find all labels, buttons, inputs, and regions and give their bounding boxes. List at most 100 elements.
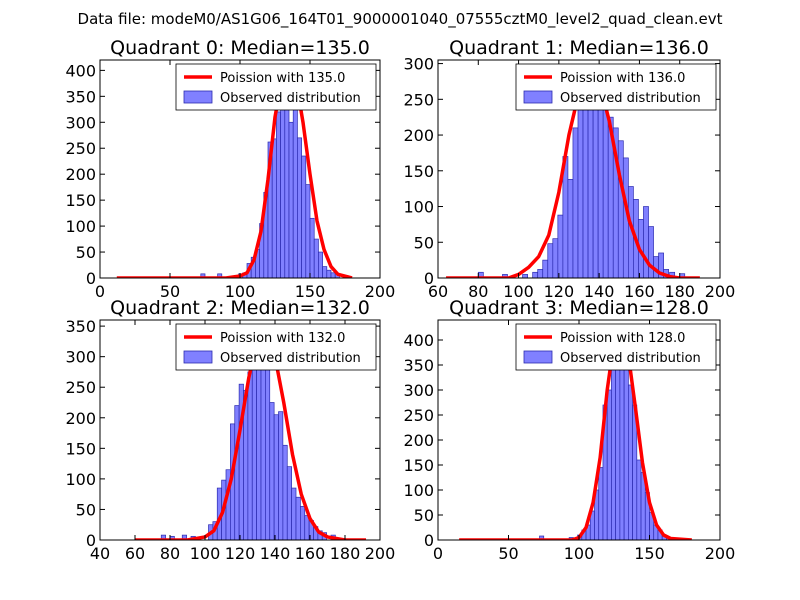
x-tick-label: 200 xyxy=(705,544,736,563)
y-tick-label: 150 xyxy=(403,456,434,475)
subplot-quadrant-2: 40 60 80 100 120 140 160 180 2000501001502002503… xyxy=(65,297,395,563)
x-tick-label: 200 xyxy=(365,282,396,301)
histogram-bar xyxy=(615,349,621,540)
axes-frame xyxy=(437,59,721,279)
histogram-bar xyxy=(292,98,298,278)
histogram-bar xyxy=(598,467,604,540)
legend-poisson-label: Poission with 132.0 xyxy=(220,331,345,346)
y-tick-label: 300 xyxy=(65,348,96,367)
x-tick-label: 200 xyxy=(365,544,396,563)
legend-observed-label: Observed distribution xyxy=(220,351,361,366)
histogram-bar xyxy=(247,371,253,540)
x-tick-label: 100 xyxy=(564,544,595,563)
x-tick-label: 100 xyxy=(225,282,256,301)
histogram-bar xyxy=(522,274,528,278)
histogram-bar xyxy=(597,91,604,278)
x-tick-label: 60 xyxy=(125,544,145,563)
histogram-bar xyxy=(611,359,617,540)
histogram-bar xyxy=(256,344,262,540)
histogram-bar xyxy=(636,459,642,540)
histogram-bar xyxy=(276,111,281,278)
y-tick-label: 350 xyxy=(65,87,96,106)
x-tick-label: 150 xyxy=(634,544,665,563)
plot-area xyxy=(446,68,700,278)
legend-observed-swatch xyxy=(523,90,553,104)
histogram-bar xyxy=(318,251,323,278)
y-tick-label: 100 xyxy=(403,481,434,500)
y-tick-label: 250 xyxy=(65,139,96,158)
y-tick-label: 250 xyxy=(403,406,434,425)
y-tick-label: 0 xyxy=(424,269,434,288)
y-tick-label: 150 xyxy=(403,162,434,181)
y-tick-label: 100 xyxy=(65,217,96,236)
histogram-bar xyxy=(658,252,664,278)
y-tick-label: 350 xyxy=(403,356,434,375)
histogram-bar xyxy=(322,266,328,278)
y-tick-label: 0 xyxy=(424,531,434,550)
x-tick-label: 120 xyxy=(225,544,256,563)
histogram-bar xyxy=(330,272,336,278)
y-tick-label: 0 xyxy=(86,269,96,288)
histogram-bar xyxy=(577,102,584,278)
histogram-bar xyxy=(301,155,307,278)
histogram-bar xyxy=(567,179,574,278)
x-tick-label: 50 xyxy=(160,282,180,301)
histogram-bar xyxy=(288,121,294,278)
histogram-bar xyxy=(295,496,301,540)
y-tick-label: 400 xyxy=(403,331,434,350)
x-tick-label: 80 xyxy=(160,544,180,563)
y-tick-label: 0 xyxy=(86,531,96,550)
y-tick-label: 50 xyxy=(414,233,434,252)
histogram-bar xyxy=(648,226,654,278)
histogram-bar xyxy=(271,138,277,278)
y-tick-label: 150 xyxy=(65,439,96,458)
histogram-bar xyxy=(627,384,633,540)
histogram-bar xyxy=(297,137,302,278)
x-tick-label: 0 xyxy=(433,544,443,563)
histogram-bar xyxy=(251,356,257,540)
subplot-quadrant-1: 60 80 100 120 140 160 180 200 0 50 100 150 200 250 300… xyxy=(403,37,735,301)
y-tick-label: 200 xyxy=(65,165,96,184)
y-tick-label: 100 xyxy=(403,198,434,217)
x-tick-label: 120 xyxy=(544,282,575,301)
plot-area xyxy=(116,66,353,278)
x-tick-label: 50 xyxy=(498,544,518,563)
figure-suptitle: Data file: modeM0/AS1G06_164T01_90000010… xyxy=(78,10,723,29)
subplot-title: Quadrant 0: Median=135.0 xyxy=(110,37,370,59)
histogram-bar xyxy=(300,506,306,540)
y-tick-label: 350 xyxy=(65,317,96,336)
y-tick-label: 250 xyxy=(65,378,96,397)
subplot-title: Quadrant 1: Median=136.0 xyxy=(449,37,709,59)
y-tick-label: 400 xyxy=(65,61,96,80)
histogram-bar xyxy=(606,389,612,540)
y-tick-label: 200 xyxy=(65,409,96,428)
histogram-bar xyxy=(286,466,292,540)
histogram-bar xyxy=(282,444,288,540)
histogram-bar xyxy=(278,411,284,540)
y-tick-label: 200 xyxy=(403,431,434,450)
histogram-bar xyxy=(587,102,594,278)
y-tick-label: 50 xyxy=(414,506,434,525)
legend-observed-swatch xyxy=(183,350,213,364)
x-tick-label: 150 xyxy=(295,282,326,301)
histogram-bar xyxy=(269,402,275,540)
legend-observed-label: Observed distribution xyxy=(560,351,701,366)
histogram-bar xyxy=(532,271,539,278)
x-tick-label: 80 xyxy=(468,282,488,301)
histogram-bar xyxy=(234,405,240,540)
y-tick-label: 50 xyxy=(76,243,96,262)
histogram-bar xyxy=(537,269,544,278)
plot-area xyxy=(135,330,366,540)
histogram-bar xyxy=(539,535,545,540)
legend-box xyxy=(175,323,377,371)
subplot-title: Quadrant 3: Median=128.0 xyxy=(449,297,709,319)
legend-observed-label: Observed distribution xyxy=(220,91,361,106)
x-tick-label: 140 xyxy=(584,282,615,301)
histogram-bar xyxy=(265,350,271,540)
y-tick-label: 300 xyxy=(65,113,96,132)
legend-poisson-label: Poission with 128.0 xyxy=(560,331,685,346)
histogram-bar xyxy=(326,269,332,278)
y-tick-label: 300 xyxy=(403,55,434,74)
y-tick-label: 50 xyxy=(76,500,96,519)
